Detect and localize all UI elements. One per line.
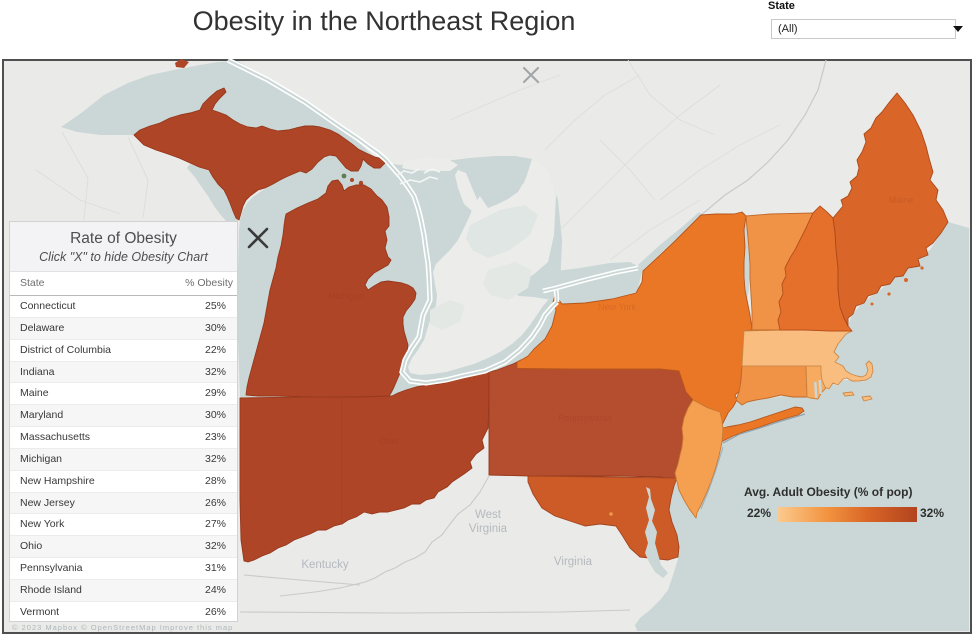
svg-text:Kentucky: Kentucky: [301, 559, 349, 571]
svg-text:West: West: [475, 509, 502, 521]
svg-text:Michigan: Michigan: [328, 291, 364, 301]
svg-text:Virginia: Virginia: [554, 556, 593, 568]
svg-text:Virginia: Virginia: [469, 523, 508, 535]
svg-text:Pennsylvania: Pennsylvania: [558, 413, 612, 423]
svg-text:New York: New York: [598, 302, 637, 312]
svg-text:Maine: Maine: [889, 195, 914, 205]
svg-text:Ohio: Ohio: [379, 436, 398, 446]
